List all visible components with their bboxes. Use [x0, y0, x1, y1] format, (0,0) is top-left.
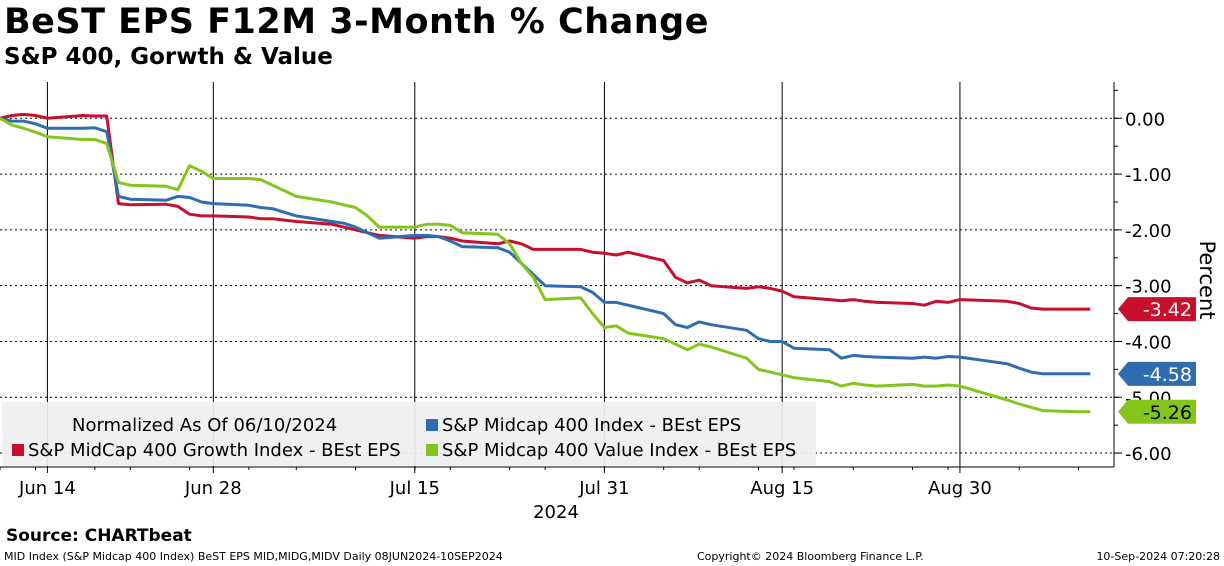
series-line [0, 116, 1091, 376]
last-value-tag [1118, 399, 1196, 424]
legend-swatch [12, 444, 24, 456]
x-tick-label: Jun 14 [18, 478, 76, 499]
copyright: Copyright© 2024 Bloomberg Finance L.P. [697, 550, 924, 563]
series-lines [0, 112, 1091, 414]
x-axis-year-label: 2024 [533, 502, 579, 523]
legend-entry: S&P Midcap 400 Index - BEst EPS [442, 415, 741, 436]
ticker-line: MID Index (S&P Midcap 400 Index) BeST EP… [4, 550, 503, 563]
y-tick-label: -2.00 [1125, 221, 1172, 242]
legend-entry: S&P Midcap 400 Value Index - BEst EPS [442, 440, 796, 461]
series-line [0, 116, 1091, 414]
last-value-label: -4.58 [1143, 364, 1192, 386]
last-value-label: -5.26 [1143, 402, 1192, 424]
x-tick-label: Aug 30 [928, 478, 992, 499]
y-axis-label: Percent [1195, 240, 1219, 319]
legend-entry: S&P MidCap 400 Growth Index - BEst EPS [28, 440, 401, 461]
timestamp: 10-Sep-2024 07:20:28 [1096, 550, 1220, 563]
y-tick-label: -4.00 [1125, 332, 1172, 353]
y-tick-label: -1.00 [1125, 165, 1172, 186]
last-value-tag [1118, 297, 1196, 322]
y-tick-label: 0.00 [1125, 109, 1165, 130]
last-value-labels: -4.58 -3.42 -5.26 [1118, 297, 1196, 424]
last-value-tag [1118, 361, 1196, 386]
legend-title: Normalized As Of 06/10/2024 [72, 415, 337, 436]
x-tick-label: Jul 31 [578, 478, 629, 499]
x-tick-label: Jun 28 [184, 478, 242, 499]
legend-background [2, 402, 816, 466]
x-tick-label: Aug 15 [750, 478, 814, 499]
chart-title: BeST EPS F12M 3-Month % Change [4, 2, 709, 42]
last-value-label: -3.42 [1143, 299, 1192, 321]
chart-subtitle: S&P 400, Gorwth & Value [4, 44, 333, 70]
legend: Normalized As Of 06/10/2024 S&P Midcap 4… [2, 402, 816, 466]
x-axis-ticks: Jun 14 Jun 28 Jul 15 Jul 31 Aug 15 Aug 30 [0, 467, 1079, 499]
y-axis-ticks: 0.00-1.00-2.00-3.00-4.00-5.00-6.00 [1114, 89, 1172, 465]
legend-swatch [426, 444, 438, 456]
legend-swatch [426, 419, 438, 431]
x-tick-label: Jul 15 [389, 478, 440, 499]
y-tick-label: -6.00 [1125, 444, 1172, 465]
y-tick-label: -3.00 [1125, 277, 1172, 298]
series-line [0, 112, 1091, 311]
source-note: Source: CHARTbeat [6, 526, 192, 546]
